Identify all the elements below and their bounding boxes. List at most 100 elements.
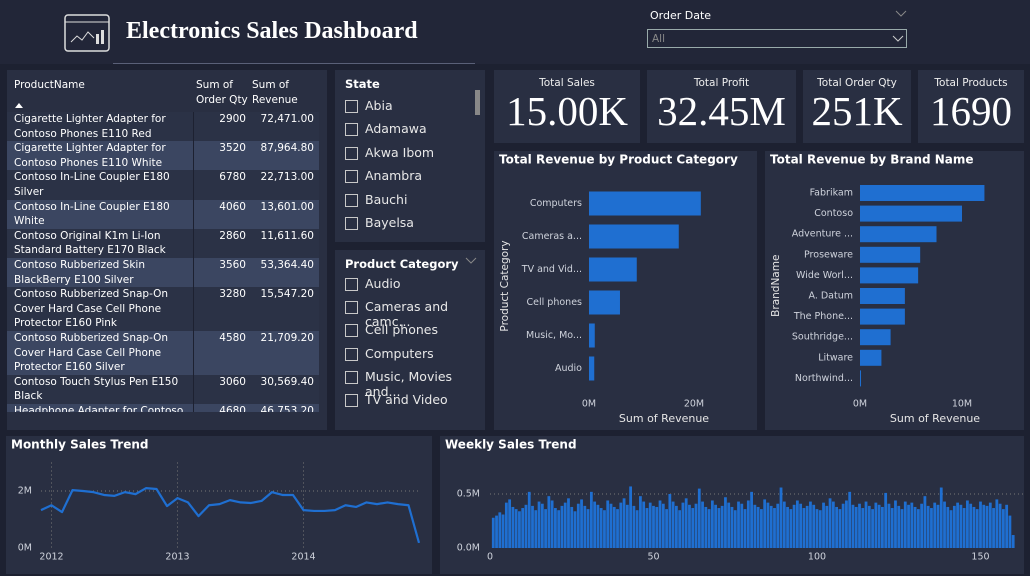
- column-header[interactable]: Sum of Revenue: [252, 79, 298, 106]
- table-row[interactable]: Headphone Adapter for Contoso Phone E130…: [7, 403, 319, 412]
- slicer-item-label: Adamawa: [365, 121, 427, 137]
- table-row[interactable]: Contoso Original K1m Li-Ion Standard Bat…: [7, 228, 319, 258]
- bar: [596, 504, 600, 548]
- table-row[interactable]: Contoso Rubberized Skin BlackBerry E100 …: [7, 257, 319, 288]
- bar: [567, 498, 570, 548]
- table-row[interactable]: Cigarette Lighter Adapter for Contoso Ph…: [7, 112, 319, 142]
- x-tick-label: 2013: [165, 552, 189, 563]
- bar: [704, 506, 708, 548]
- bar: [544, 509, 547, 548]
- column-header[interactable]: ProductName: [14, 79, 85, 91]
- chart-panel: Monthly Sales Trend 0M 2M 2012 2013 2014: [6, 436, 432, 574]
- slicer-item[interactable]: Bauchi: [345, 192, 407, 207]
- bar: [845, 500, 848, 548]
- checkbox[interactable]: [345, 170, 358, 184]
- bar: [926, 505, 930, 548]
- bar: [622, 498, 626, 548]
- bar: [625, 504, 629, 548]
- y-tick-label: Cell phones: [527, 297, 583, 308]
- bar: [831, 501, 835, 548]
- slicer-item-label: Bayelsa: [365, 215, 414, 230]
- slicer-item[interactable]: Bayelsa: [345, 215, 414, 230]
- table-cell: 87,964.80: [260, 142, 314, 155]
- kpi-label: Total Order Qty: [817, 77, 897, 89]
- bar: [890, 508, 894, 548]
- bar: [586, 509, 590, 548]
- bar: [897, 505, 901, 548]
- table-row[interactable]: Contoso In-Line Coupler E180 Silver 6780 2…: [7, 170, 319, 200]
- bar: [495, 515, 498, 548]
- bar: [648, 502, 652, 548]
- slicer-item[interactable]: Abia: [345, 98, 393, 113]
- checkbox[interactable]: [345, 301, 358, 315]
- checkbox[interactable]: [345, 394, 358, 407]
- dashboard-title: Electronics Sales Dashboard: [126, 18, 418, 44]
- chart-panel: Weekly Sales Trend 0.0M 0.5M 0 50 100 150: [440, 436, 1024, 574]
- slicer-item[interactable]: Audio: [345, 276, 401, 291]
- checkbox[interactable]: [345, 217, 358, 230]
- x-tick-label: 0M: [853, 399, 867, 410]
- y-tick-label: Wide Worl...: [796, 270, 853, 281]
- bar: [1011, 535, 1015, 548]
- slicer-item[interactable]: TV and Video: [345, 392, 448, 407]
- table-row[interactable]: Contoso Touch Stylus Pen E150 Black 3060 3…: [7, 374, 319, 404]
- slicer-item[interactable]: Cameras and camc...: [345, 299, 485, 329]
- filter-label: Order Date: [650, 9, 712, 22]
- chart-title: Total Revenue by Product Category: [499, 153, 738, 167]
- bar: [860, 185, 985, 201]
- slicer-item[interactable]: Anambra: [345, 168, 422, 184]
- bar: [884, 492, 888, 548]
- y-tick-label: The Phone...: [793, 311, 853, 322]
- scrollbar[interactable]: [475, 90, 480, 115]
- bar: [645, 508, 649, 548]
- bar: [763, 499, 767, 548]
- logo-icon: [64, 14, 110, 52]
- checkbox[interactable]: [345, 100, 358, 113]
- bar: [599, 508, 603, 548]
- bar: [841, 503, 845, 548]
- column-header[interactable]: Sum of Order Qty: [196, 79, 248, 106]
- checkbox[interactable]: [345, 347, 358, 361]
- bar: [563, 502, 567, 548]
- slicer-item-label: Cell phones: [365, 322, 438, 338]
- checkbox[interactable]: [345, 278, 358, 291]
- bar: [860, 267, 919, 284]
- table-row[interactable]: Contoso Rubberized Snap-On Cover Hard Ca…: [7, 330, 319, 375]
- bar: [995, 499, 999, 548]
- bar: [691, 508, 695, 548]
- checkbox[interactable]: [345, 193, 358, 207]
- bar: [720, 505, 724, 548]
- bar: [799, 503, 803, 548]
- y-tick-label: Computers: [530, 198, 582, 209]
- slicer-item[interactable]: Computers: [345, 346, 434, 361]
- checkbox[interactable]: [345, 370, 358, 384]
- bar: [603, 510, 606, 548]
- date-dropdown[interactable]: All: [647, 29, 907, 48]
- chart-title: Weekly Sales Trend: [445, 438, 577, 452]
- checkbox[interactable]: [345, 123, 358, 137]
- bar: [737, 501, 740, 548]
- bar: [1005, 504, 1009, 548]
- checkbox[interactable]: [345, 146, 358, 160]
- bar: [860, 226, 937, 243]
- slicer-item[interactable]: Music, Movies and...: [345, 369, 485, 399]
- slicer-item[interactable]: Akwa Ibom: [345, 145, 434, 160]
- slicer-item[interactable]: Adamawa: [345, 121, 427, 137]
- y-tick-label: Music, Mo...: [526, 330, 582, 341]
- kpi-value: 15.00K: [506, 88, 628, 134]
- bar: [861, 508, 865, 548]
- table-row[interactable]: Contoso In-Line Coupler E180 White 4060 13…: [7, 199, 319, 229]
- bar: [851, 504, 855, 548]
- y-tick-label: 0.5M: [457, 489, 480, 500]
- slicer-item[interactable]: Cell phones: [345, 322, 438, 338]
- kpi-card: Total Products 1690: [918, 70, 1024, 143]
- chart-panel: Total Revenue by Product Category Compute…: [494, 151, 757, 430]
- checkbox[interactable]: [345, 324, 358, 338]
- bar: [815, 509, 819, 548]
- bar: [589, 191, 701, 216]
- table-row[interactable]: Cigarette Lighter Adapter for Contoso Ph…: [7, 141, 319, 171]
- table-row[interactable]: Contoso Rubberized Snap-On Cover Hard Ca…: [7, 287, 319, 331]
- bar: [639, 496, 642, 548]
- bar: [583, 505, 587, 548]
- y-tick-label: A. Datum: [808, 291, 853, 302]
